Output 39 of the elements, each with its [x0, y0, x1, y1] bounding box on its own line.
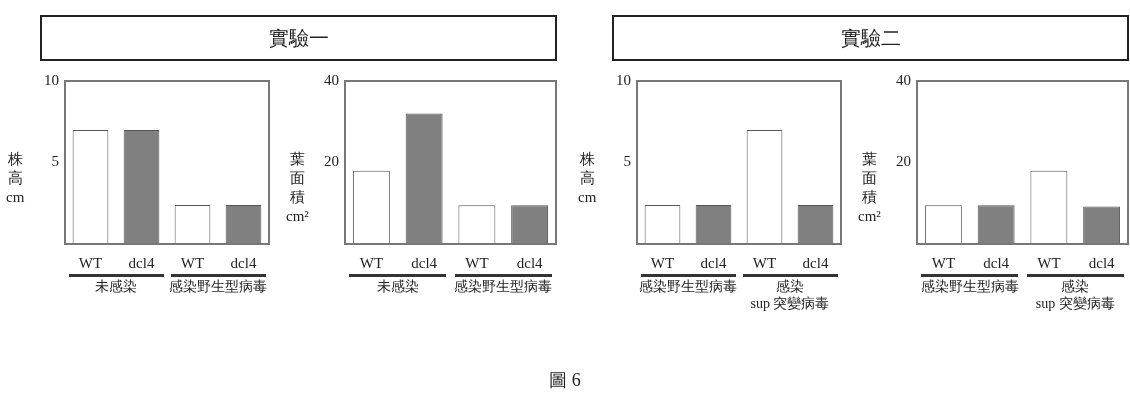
text: 感染 sup 突變病毒	[750, 278, 830, 312]
caption: 圖 6	[548, 369, 582, 392]
x-tick-label: dcl4	[700, 254, 727, 271]
y-tick-label: 5	[623, 153, 631, 170]
y-tick-label: 5	[51, 153, 59, 170]
y-tick-label: 10	[44, 71, 59, 88]
text: 感染野生型病毒	[454, 278, 553, 295]
y-axis-title: 株高 cm	[6, 150, 25, 207]
chart-title: 實驗一	[40, 15, 557, 61]
chart-title: 實驗二	[612, 15, 1129, 61]
x-tick-label: WT	[931, 254, 956, 271]
text: 未感染	[95, 278, 137, 295]
text: 未感染	[376, 278, 419, 295]
x-tick-label: dcl4	[411, 254, 438, 271]
y-axis-title: 株高 cm	[578, 150, 597, 207]
x-tick-label: dcl4	[1088, 254, 1116, 271]
x-tick-label: dcl4	[516, 254, 544, 271]
y-tick-label: 20	[324, 153, 339, 170]
text: 感染野生型病毒	[920, 278, 1019, 295]
y-tick-label: 40	[896, 71, 911, 88]
x-tick-label: WT	[465, 254, 489, 271]
x-tick-label: dcl4	[128, 254, 155, 271]
x-tick-label: dcl4	[230, 254, 257, 271]
x-tick-label: dcl4	[802, 254, 829, 271]
x-tick-label: WT	[650, 254, 675, 271]
y-tick-label: 20	[896, 153, 911, 170]
x-tick-label: WT	[180, 254, 205, 271]
text: 感染野生型病毒	[639, 278, 737, 295]
x-tick-label: WT	[752, 254, 777, 271]
x-tick-label: WT	[78, 254, 103, 271]
text: 感染 sup 突變病毒	[1035, 278, 1115, 312]
x-tick-label: dcl4	[983, 254, 1010, 271]
y-tick-label: 40	[324, 71, 339, 88]
y-tick-label: 10	[616, 71, 631, 88]
x-tick-label: WT	[1037, 254, 1061, 271]
y-axis-title: 葉面積 cm²	[858, 150, 881, 226]
y-axis-title: 葉面積 cm²	[286, 150, 309, 226]
text: 感染野生型病毒	[169, 278, 267, 295]
x-tick-label: WT	[359, 254, 384, 271]
